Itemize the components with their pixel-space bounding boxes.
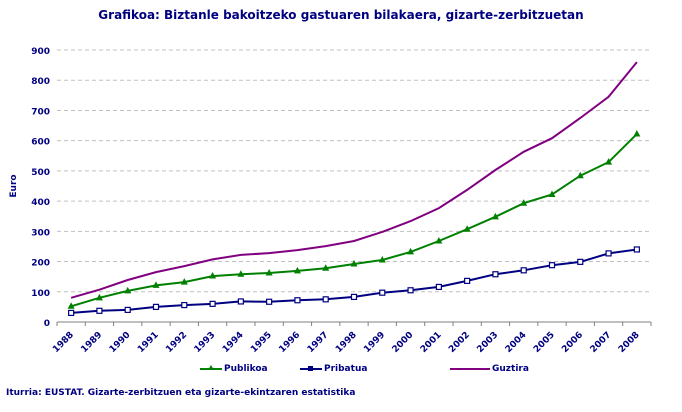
x-tick-label: 1997 xyxy=(306,330,331,355)
x-tick-label: 2004 xyxy=(504,330,529,355)
x-tick-label: 1988 xyxy=(51,330,76,355)
data-point xyxy=(520,199,528,206)
y-tick-label: 200 xyxy=(31,259,50,269)
y-tick-label: 800 xyxy=(31,77,50,87)
data-point xyxy=(548,190,556,197)
data-point xyxy=(293,266,301,274)
data-point xyxy=(379,289,386,296)
data-point xyxy=(181,301,188,309)
data-point xyxy=(464,277,471,284)
data-point xyxy=(237,298,244,305)
data-point xyxy=(209,272,217,279)
data-point xyxy=(96,307,103,314)
data-point xyxy=(633,130,641,137)
x-tick-label: 2002 xyxy=(447,330,472,355)
series-line-guztira xyxy=(70,61,638,299)
x-tick-label: 1990 xyxy=(108,330,133,355)
data-point xyxy=(322,264,330,271)
data-point xyxy=(67,302,75,309)
series-line-publikoa xyxy=(70,133,638,308)
source-note: Iturria: EUSTAT. Gizarte-zerbitzuen eta … xyxy=(6,388,356,398)
legend-item-pribatua: Pribatua xyxy=(300,364,400,374)
y-tick-label: 500 xyxy=(31,168,50,178)
series-line-pribatua xyxy=(71,248,638,314)
y-tick-label: 300 xyxy=(31,228,50,238)
data-point xyxy=(435,237,443,244)
x-tick-label: 1996 xyxy=(277,330,302,355)
data-point xyxy=(633,246,640,253)
data-point xyxy=(491,212,499,220)
x-tick-label: 1999 xyxy=(362,330,387,355)
y-axis-label: Euro xyxy=(9,174,19,197)
data-point xyxy=(68,309,75,317)
legend: Publikoa Pribatua Guztira xyxy=(200,364,550,374)
data-point xyxy=(407,247,415,255)
data-point xyxy=(378,256,386,263)
legend-swatch-publikoa xyxy=(200,365,222,370)
data-point xyxy=(294,297,301,304)
data-point xyxy=(265,269,273,276)
x-tick-label: 2007 xyxy=(589,330,614,355)
x-tick-label: 2005 xyxy=(532,330,557,355)
data-point xyxy=(605,250,612,257)
data-point xyxy=(350,259,358,267)
data-point xyxy=(577,258,584,265)
data-point xyxy=(322,296,329,303)
x-tick-label: 1989 xyxy=(79,330,104,355)
data-point xyxy=(520,267,527,274)
legend-label: Pribatua xyxy=(324,364,368,374)
data-point xyxy=(463,225,471,232)
x-tick-label: 2006 xyxy=(560,330,585,355)
data-point xyxy=(266,298,273,305)
x-tick-label: 2008 xyxy=(617,330,642,355)
y-tick-label: 600 xyxy=(31,138,50,148)
x-tick-label: 1995 xyxy=(249,330,274,355)
y-tick-label: 700 xyxy=(31,107,50,117)
data-point xyxy=(95,293,103,301)
data-point xyxy=(435,283,442,291)
data-point xyxy=(407,287,414,294)
legend-label: Guztira xyxy=(492,364,529,374)
legend-label: Publikoa xyxy=(224,364,268,374)
line-chart: 0 100 200 300 400 500 600 700 800 900 Euro 1988 1989… xyxy=(9,47,652,355)
y-tick-label: 900 xyxy=(31,47,50,57)
legend-item-publikoa: Publikoa xyxy=(200,364,300,374)
data-point xyxy=(124,306,131,314)
x-tick-label: 1992 xyxy=(164,330,189,355)
legend-swatch-pribatua xyxy=(300,366,322,371)
data-point xyxy=(152,281,160,288)
data-point xyxy=(492,271,499,278)
x-tick-label: 1993 xyxy=(193,330,218,355)
x-tick-label: 2003 xyxy=(475,330,500,355)
x-tick-label: 1991 xyxy=(136,330,161,355)
data-point xyxy=(209,300,216,307)
data-point xyxy=(350,293,358,301)
data-point xyxy=(237,270,245,277)
data-point xyxy=(605,158,613,165)
data-point xyxy=(180,278,188,285)
y-tick-label: 400 xyxy=(31,198,50,208)
y-tick-label: 0 xyxy=(44,319,50,329)
chart-title: Grafikoa: Biztanle bakoitzeko gastuaren … xyxy=(98,8,584,22)
data-point xyxy=(576,171,584,179)
legend-swatch-guztira xyxy=(450,368,490,370)
data-point xyxy=(548,262,556,269)
x-tick-label: 2001 xyxy=(419,330,444,355)
x-tick-label: 1998 xyxy=(334,330,359,355)
legend-item-guztira: Guztira xyxy=(450,364,550,374)
data-point xyxy=(124,286,132,294)
y-tick-label: 100 xyxy=(31,289,50,299)
x-tick-label: 2000 xyxy=(391,330,416,355)
x-tick-label: 1994 xyxy=(221,330,246,355)
data-point xyxy=(152,303,160,310)
